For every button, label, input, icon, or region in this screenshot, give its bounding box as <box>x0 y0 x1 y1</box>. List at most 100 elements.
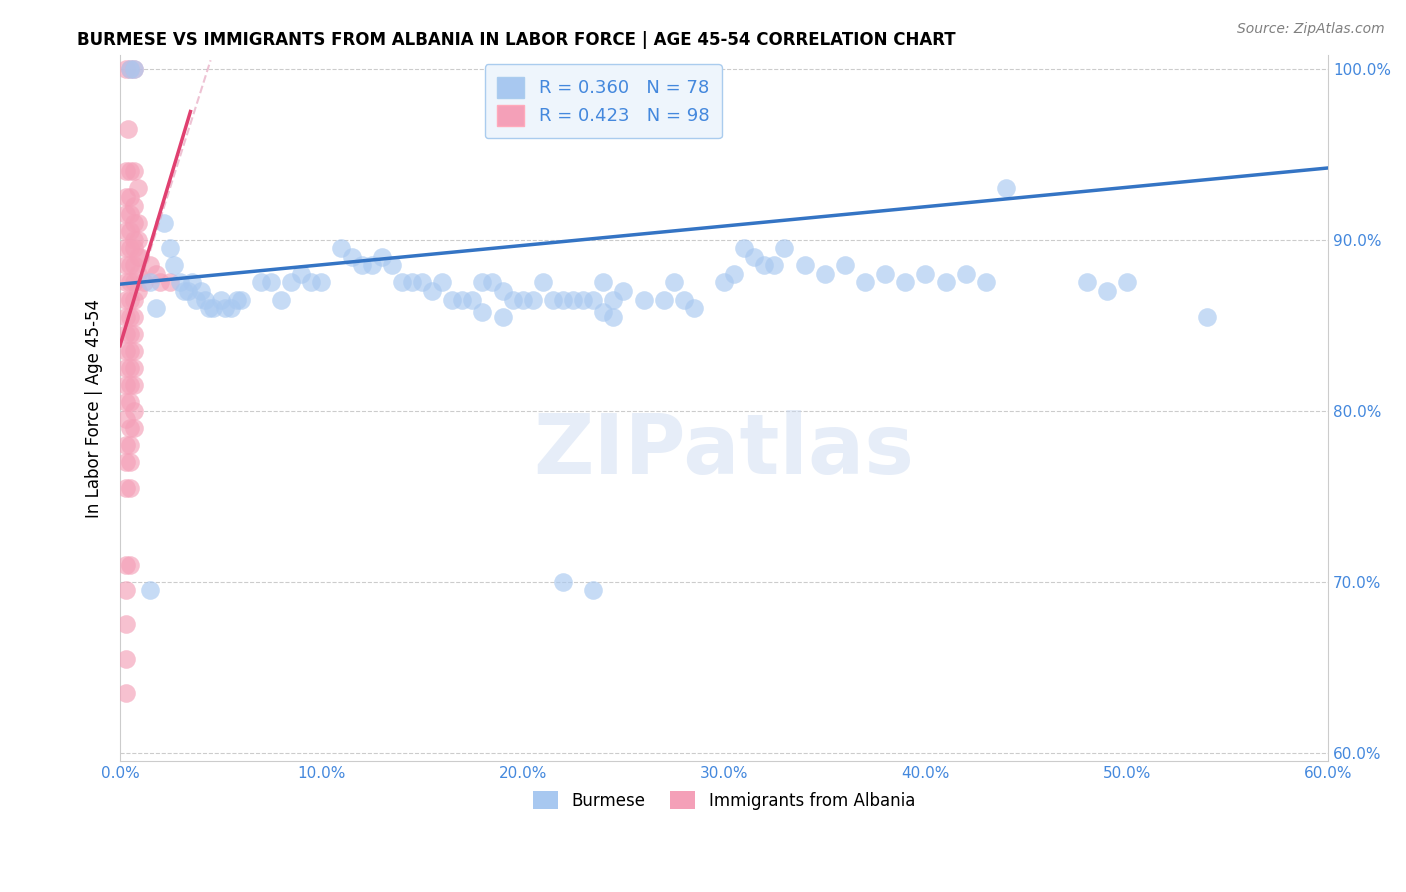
Point <box>290 267 312 281</box>
Point <box>117 121 139 136</box>
Point <box>441 293 464 307</box>
Point <box>122 241 145 255</box>
Point <box>592 276 614 290</box>
Point <box>139 259 162 273</box>
Point <box>118 259 141 273</box>
Point <box>481 276 503 290</box>
Point <box>118 310 141 324</box>
Point <box>122 259 145 273</box>
Point <box>814 267 837 281</box>
Point <box>115 190 138 204</box>
Point <box>118 207 141 221</box>
Point <box>115 412 138 426</box>
Point <box>122 164 145 178</box>
Text: BURMESE VS IMMIGRANTS FROM ALBANIA IN LABOR FORCE | AGE 45-54 CORRELATION CHART: BURMESE VS IMMIGRANTS FROM ALBANIA IN LA… <box>77 31 956 49</box>
Point <box>299 276 322 290</box>
Point <box>994 181 1017 195</box>
Point <box>193 293 215 307</box>
Point <box>562 293 585 307</box>
Point <box>115 617 138 632</box>
Point <box>127 267 149 281</box>
Point <box>733 241 755 255</box>
Point <box>115 310 138 324</box>
Point <box>118 326 141 341</box>
Point <box>381 259 404 273</box>
Point <box>122 326 145 341</box>
Point <box>773 241 796 255</box>
Point <box>163 259 186 273</box>
Point <box>360 259 382 273</box>
Point <box>491 284 513 298</box>
Point <box>118 378 141 392</box>
Point <box>471 304 494 318</box>
Point <box>127 216 149 230</box>
Point <box>115 293 138 307</box>
Point <box>118 421 141 435</box>
Legend: Burmese, Immigrants from Albania: Burmese, Immigrants from Albania <box>526 785 922 816</box>
Point <box>763 259 786 273</box>
Point <box>723 267 745 281</box>
Point <box>209 293 232 307</box>
Point <box>134 276 156 290</box>
Point <box>229 293 252 307</box>
Point <box>340 250 363 264</box>
Point <box>115 438 138 452</box>
Point <box>371 250 394 264</box>
Point <box>225 293 247 307</box>
Point <box>612 284 634 298</box>
Point <box>512 293 534 307</box>
Point <box>270 293 292 307</box>
Point <box>122 378 145 392</box>
Point <box>115 651 138 665</box>
Point <box>214 301 236 315</box>
Point <box>118 241 141 255</box>
Point <box>894 276 917 290</box>
Point <box>115 455 138 469</box>
Point <box>115 686 138 700</box>
Point <box>592 304 614 318</box>
Text: ZIPatlas: ZIPatlas <box>533 410 914 491</box>
Point <box>682 301 704 315</box>
Point <box>122 276 145 290</box>
Point <box>471 276 494 290</box>
Point <box>186 293 208 307</box>
Point <box>122 62 145 76</box>
Point <box>115 558 138 572</box>
Point <box>115 326 138 341</box>
Point <box>118 164 141 178</box>
Point <box>115 259 138 273</box>
Point <box>1076 276 1098 290</box>
Point <box>118 62 141 76</box>
Point <box>713 276 735 290</box>
Point <box>411 276 433 290</box>
Point <box>127 181 149 195</box>
Point <box>118 276 141 290</box>
Point <box>672 293 695 307</box>
Point <box>742 250 765 264</box>
Point <box>582 293 605 307</box>
Point <box>127 284 149 298</box>
Point <box>153 216 176 230</box>
Point <box>115 224 138 238</box>
Point <box>201 301 224 315</box>
Text: Source: ZipAtlas.com: Source: ZipAtlas.com <box>1237 22 1385 37</box>
Point <box>115 481 138 495</box>
Point <box>522 293 544 307</box>
Point <box>115 207 138 221</box>
Point <box>1095 284 1118 298</box>
Point <box>181 276 204 290</box>
Point <box>115 583 138 598</box>
Point <box>122 360 145 375</box>
Point <box>197 301 219 315</box>
Point <box>420 284 443 298</box>
Point <box>793 259 815 273</box>
Point <box>662 276 685 290</box>
Point <box>118 62 141 76</box>
Point <box>122 343 145 358</box>
Point <box>401 276 423 290</box>
Point <box>118 360 141 375</box>
Point <box>149 276 172 290</box>
Point <box>652 293 675 307</box>
Point <box>169 276 191 290</box>
Point <box>491 310 513 324</box>
